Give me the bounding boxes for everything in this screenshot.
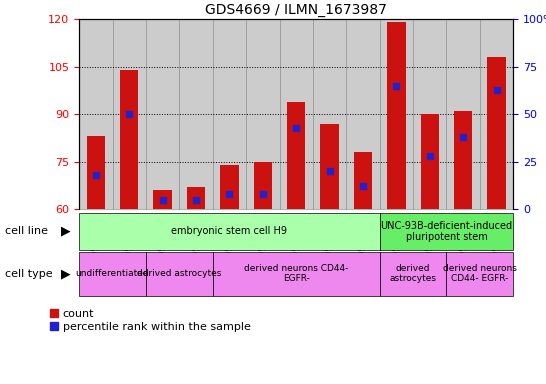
Bar <box>287 102 305 209</box>
Bar <box>220 165 239 209</box>
Bar <box>153 190 172 209</box>
Bar <box>179 19 213 209</box>
Bar <box>246 19 280 209</box>
Text: derived astrocytes: derived astrocytes <box>137 269 222 278</box>
Text: cell type: cell type <box>5 268 53 279</box>
Bar <box>313 19 346 209</box>
Text: undifferentiated: undifferentiated <box>76 269 150 278</box>
Bar <box>146 252 213 296</box>
Title: GDS4669 / ILMN_1673987: GDS4669 / ILMN_1673987 <box>205 3 387 17</box>
Bar <box>187 187 205 209</box>
Bar <box>79 19 112 209</box>
Bar <box>79 252 146 296</box>
Bar <box>420 114 439 209</box>
Bar <box>213 19 246 209</box>
Text: derived neurons CD44-
EGFR-: derived neurons CD44- EGFR- <box>244 264 348 283</box>
Bar <box>87 136 105 209</box>
Bar <box>387 22 406 209</box>
Bar <box>413 19 447 209</box>
Bar <box>79 213 379 250</box>
Text: embryonic stem cell H9: embryonic stem cell H9 <box>171 226 287 237</box>
Bar <box>488 57 506 209</box>
Bar <box>379 19 413 209</box>
Bar <box>447 252 513 296</box>
Text: derived neurons
CD44- EGFR-: derived neurons CD44- EGFR- <box>443 264 517 283</box>
Bar <box>120 70 139 209</box>
Text: ▶: ▶ <box>61 267 70 280</box>
Bar <box>454 111 472 209</box>
Bar <box>447 19 480 209</box>
Bar <box>379 213 513 250</box>
Bar <box>213 252 379 296</box>
Bar <box>254 162 272 209</box>
Text: ▶: ▶ <box>61 225 70 238</box>
Bar <box>112 19 146 209</box>
Bar <box>146 19 179 209</box>
Bar <box>354 152 372 209</box>
Bar <box>280 19 313 209</box>
Bar <box>379 252 447 296</box>
Text: derived
astrocytes: derived astrocytes <box>389 264 437 283</box>
Legend: count, percentile rank within the sample: count, percentile rank within the sample <box>49 309 251 332</box>
Bar <box>346 19 379 209</box>
Bar <box>480 19 513 209</box>
Text: cell line: cell line <box>5 226 49 237</box>
Text: UNC-93B-deficient-induced
pluripotent stem: UNC-93B-deficient-induced pluripotent st… <box>381 220 513 242</box>
Bar <box>321 124 339 209</box>
